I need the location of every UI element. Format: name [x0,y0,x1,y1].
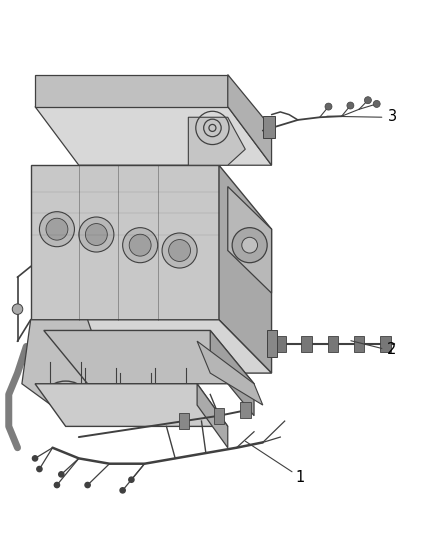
Polygon shape [228,187,272,293]
Bar [214,408,224,424]
Bar [267,330,277,357]
Circle shape [46,218,68,240]
Circle shape [12,304,23,314]
Circle shape [59,472,64,477]
Text: 3: 3 [388,109,396,124]
Polygon shape [210,330,254,416]
Circle shape [347,102,354,109]
Polygon shape [228,75,272,165]
Circle shape [85,482,90,488]
Circle shape [39,212,74,247]
Circle shape [232,228,267,263]
Bar [354,336,364,352]
Circle shape [79,217,114,252]
Bar [263,116,275,138]
Bar [275,336,286,352]
Polygon shape [197,384,228,448]
Circle shape [364,96,371,104]
Polygon shape [22,320,110,416]
Circle shape [169,239,191,262]
Polygon shape [35,384,228,426]
Polygon shape [31,320,272,373]
Circle shape [373,100,380,108]
Polygon shape [44,330,254,384]
Circle shape [54,482,60,488]
Polygon shape [188,117,245,165]
Bar [301,336,312,352]
Polygon shape [31,165,219,320]
Circle shape [129,477,134,482]
Bar [380,336,391,352]
Bar [328,336,338,352]
Bar [179,413,189,429]
Bar [240,402,251,418]
Text: 2: 2 [387,342,397,357]
Circle shape [85,223,107,246]
Circle shape [123,228,158,263]
Text: 1: 1 [295,470,305,484]
Circle shape [120,488,125,493]
Circle shape [242,237,258,253]
Circle shape [129,234,151,256]
Circle shape [162,233,197,268]
Circle shape [325,103,332,110]
Polygon shape [35,107,272,165]
Circle shape [37,466,42,472]
Polygon shape [197,341,263,405]
Polygon shape [35,75,228,107]
Polygon shape [219,165,272,373]
Circle shape [32,456,38,461]
